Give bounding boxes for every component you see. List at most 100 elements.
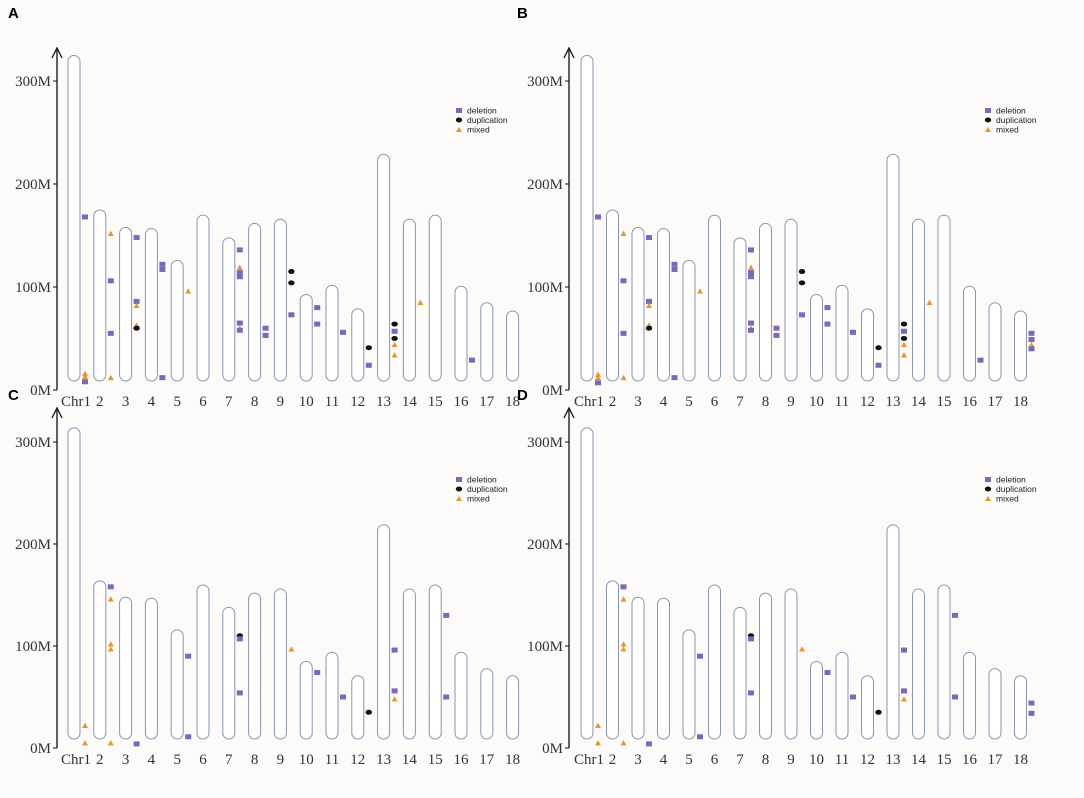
chromosome-10 [299, 660, 313, 740]
marker-mixed [901, 341, 907, 348]
y-axis-arrow-icon [563, 46, 575, 59]
marker-deletion [340, 694, 346, 700]
marker-mixed [697, 288, 703, 294]
marker-deletion [646, 298, 652, 304]
chromosome-label: Chr1 [61, 752, 91, 768]
marker-duplication [900, 321, 908, 327]
marker-mixed [595, 740, 601, 746]
chromosome-label: 18 [1013, 394, 1028, 410]
marker-deletion [133, 235, 140, 241]
chromosome-label: 12 [860, 752, 875, 768]
chromosome-label: 11 [325, 394, 339, 410]
marker-deletion [901, 328, 907, 334]
panel-B: B 0M 100M 200M 300M Chr1 2 3 4 5 6 7 8 9 10 11 12 13 14 15 1… [517, 5, 1037, 410]
chromosome-label: 13 [376, 752, 391, 768]
marker-deletion [1028, 710, 1035, 716]
marker-duplication [288, 269, 295, 275]
chromosome-label: 5 [173, 752, 181, 768]
marker-duplication [798, 269, 806, 275]
chromosome-13 [377, 524, 391, 740]
chromosome-18 [506, 675, 520, 740]
chromosome-10 [810, 293, 823, 382]
chromosome-3 [119, 227, 133, 382]
chromosome-2 [606, 580, 619, 740]
legend-deletion-icon [456, 477, 462, 482]
chromosome-label: 4 [148, 394, 156, 410]
chromosome-6 [708, 214, 721, 382]
y-tick-label: 100M [527, 280, 563, 296]
marker-deletion [1028, 346, 1035, 352]
marker-deletion [748, 327, 754, 333]
chromosome-9 [784, 588, 798, 740]
marker-deletion [748, 320, 754, 326]
chromosome-17 [988, 668, 1002, 740]
chromosome-label: 11 [835, 752, 849, 768]
marker-deletion [82, 214, 88, 220]
chromosome-13 [377, 153, 391, 382]
legend-label: mixed [996, 125, 1019, 135]
marker-duplication [391, 321, 398, 327]
marker-deletion [901, 647, 907, 653]
chromosome-12 [351, 675, 365, 740]
marker-deletion [671, 266, 678, 272]
chromosome-label: 2 [96, 752, 104, 768]
chromosome-9 [784, 218, 798, 382]
chromosome-label: 15 [428, 752, 443, 768]
marker-deletion [340, 329, 346, 335]
chromosome-5 [170, 259, 184, 382]
marker-deletion [1028, 337, 1035, 343]
chromosome-13 [886, 524, 900, 740]
chromosome-label: 16 [962, 752, 978, 768]
chromosome-17 [480, 668, 494, 740]
panel-letter: D [517, 387, 528, 404]
chromosome-7 [733, 606, 747, 740]
chromosome-4 [657, 597, 670, 740]
marker-deletion [952, 694, 958, 700]
chromosome-15 [428, 214, 442, 382]
marker-deletion [133, 298, 140, 304]
y-tick-label: 100M [15, 639, 51, 655]
legend-label: duplication [996, 484, 1037, 494]
chromosome-10 [810, 660, 823, 740]
marker-deletion [314, 670, 321, 676]
chromosome-label: 6 [199, 752, 207, 768]
chromosome-label: 8 [251, 752, 259, 768]
chromosome-label: 17 [479, 752, 495, 768]
chromosome-label: 9 [277, 752, 285, 768]
y-tick-label: 300M [15, 74, 51, 90]
marker-mixed [748, 264, 754, 270]
chromosome-label: 5 [173, 394, 181, 410]
legend-label: deletion [467, 106, 497, 116]
legend-label: deletion [467, 475, 497, 485]
chromosome-1 [580, 55, 594, 382]
chromosome-16 [963, 285, 976, 382]
marker-mixed [185, 288, 192, 294]
y-tick-label: 300M [15, 435, 51, 451]
chromosome-label: 4 [660, 752, 668, 768]
marker-deletion [288, 312, 295, 318]
marker-mixed [926, 299, 933, 305]
marker-deletion [748, 270, 754, 276]
chromosome-label: 3 [122, 752, 130, 768]
chromosome-label: 13 [886, 394, 901, 410]
y-tick-label: 200M [15, 537, 51, 553]
legend-label: mixed [996, 494, 1019, 504]
chromosome-17 [480, 302, 494, 382]
chromosome-label: 18 [1013, 752, 1028, 768]
chromosome-label: 13 [376, 394, 391, 410]
chromosome-2 [93, 580, 107, 740]
marker-mixed [107, 374, 114, 381]
legend-deletion-icon [985, 108, 991, 113]
chromosome-1 [580, 427, 594, 740]
marker-mixed [107, 230, 114, 236]
marker-deletion [314, 321, 321, 327]
y-tick-label: 100M [15, 280, 51, 296]
chromosome-11 [325, 651, 339, 740]
marker-deletion [850, 694, 856, 700]
legend-duplication-icon [455, 486, 463, 492]
y-axis-arrow-icon [51, 46, 63, 59]
marker-deletion [133, 741, 140, 747]
chromosome-13 [886, 153, 900, 382]
